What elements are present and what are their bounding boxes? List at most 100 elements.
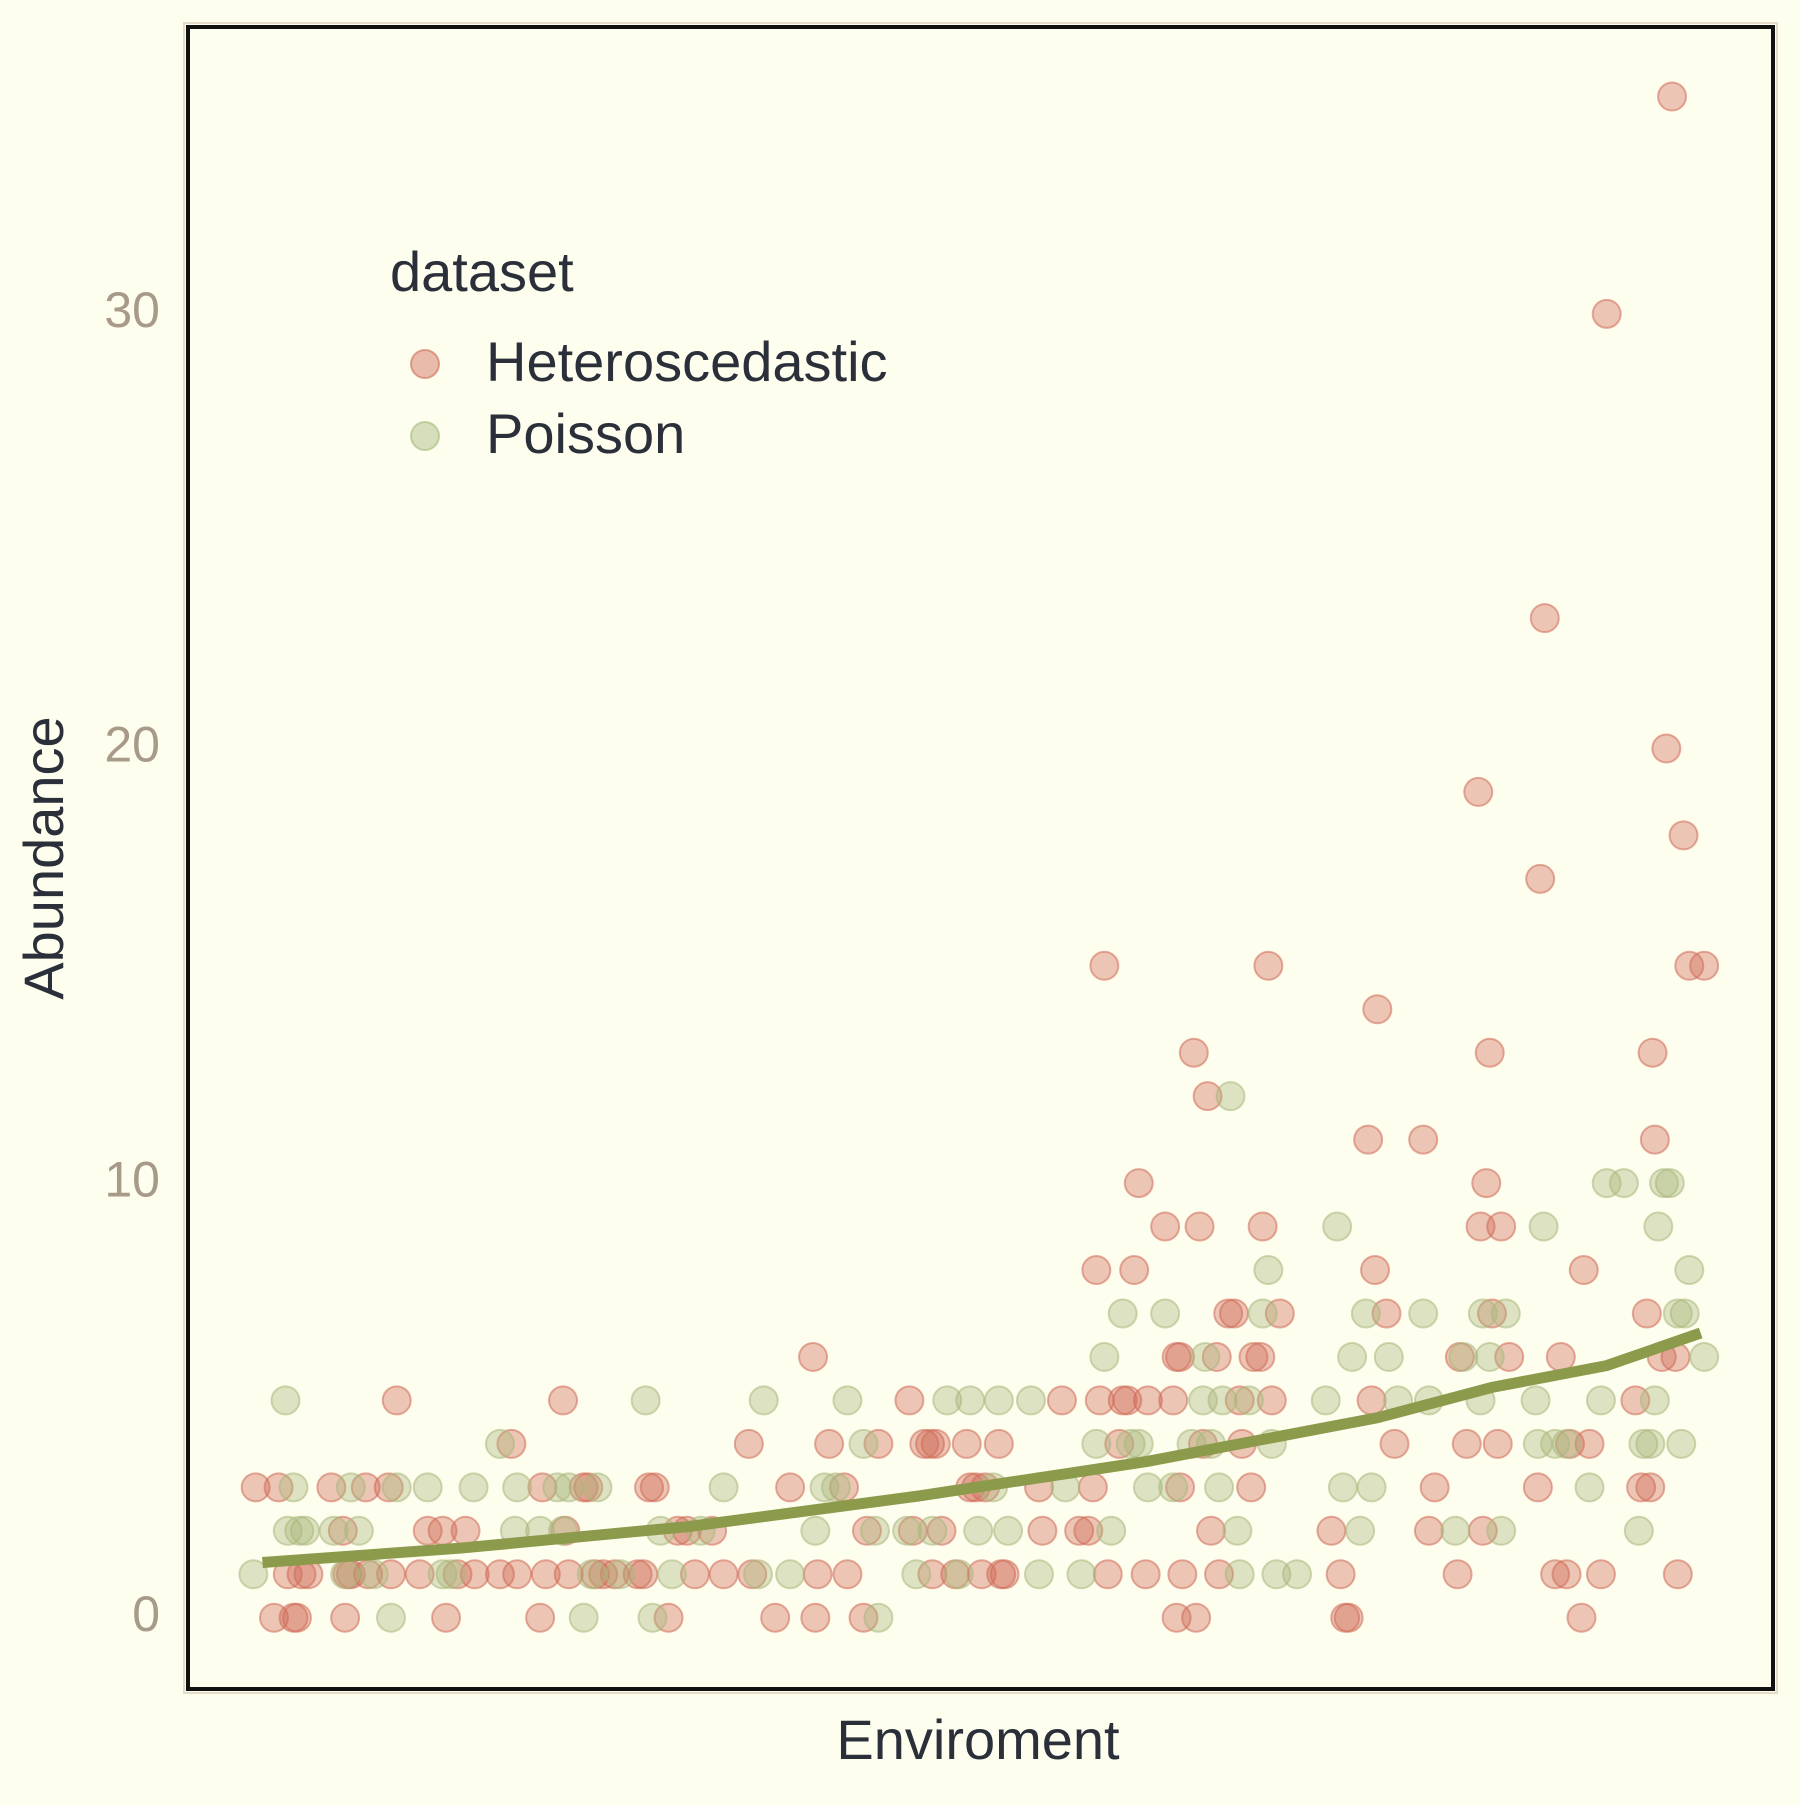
point [435, 1559, 466, 1590]
point [1167, 1559, 1198, 1590]
point [1662, 1298, 1693, 1329]
point [1236, 1472, 1267, 1503]
point [270, 1385, 301, 1416]
point [1585, 1385, 1616, 1416]
point [502, 1472, 533, 1503]
point [932, 1385, 963, 1416]
point [404, 1559, 435, 1590]
point [278, 1472, 309, 1503]
point [381, 1472, 412, 1503]
point [1637, 1037, 1668, 1068]
x-axis-title: Enviroment [836, 1708, 1120, 1771]
point [1574, 1472, 1605, 1503]
point [427, 1559, 458, 1590]
point [760, 1602, 791, 1633]
point [1261, 1559, 1292, 1590]
point [542, 1472, 573, 1503]
point [1264, 1298, 1295, 1329]
point [943, 1559, 974, 1590]
point [1657, 81, 1688, 112]
point [1353, 1124, 1384, 1155]
point [894, 1385, 925, 1416]
point [458, 1472, 489, 1503]
point [802, 1559, 833, 1590]
point [1027, 1515, 1058, 1546]
point [1360, 1255, 1391, 1286]
point [1081, 1428, 1112, 1459]
point [1540, 1428, 1571, 1459]
point [809, 1472, 840, 1503]
point [743, 1559, 774, 1590]
point [820, 1472, 851, 1503]
point [1486, 1515, 1517, 1546]
point [1520, 1385, 1551, 1416]
point [1158, 1472, 1189, 1503]
point [1442, 1559, 1473, 1590]
point [358, 1559, 389, 1590]
point [1333, 1602, 1364, 1633]
point [1566, 1602, 1597, 1633]
point [1178, 1037, 1209, 1068]
point [983, 1428, 1014, 1459]
point [1651, 733, 1682, 764]
point [775, 1559, 806, 1590]
point [1591, 1168, 1622, 1199]
point [1635, 1472, 1666, 1503]
point [281, 1602, 312, 1633]
point [1482, 1428, 1513, 1459]
point [568, 1602, 599, 1633]
point [1551, 1428, 1582, 1459]
point [1123, 1168, 1154, 1199]
legend-label: Poisson [486, 402, 685, 465]
point [496, 1428, 527, 1459]
point [1023, 1559, 1054, 1590]
legend-marker [410, 349, 440, 379]
point [327, 1515, 358, 1546]
point [1253, 1255, 1284, 1286]
point [1204, 1472, 1235, 1503]
point [1689, 1341, 1720, 1372]
point [1465, 1211, 1496, 1242]
point [1356, 1385, 1387, 1416]
point [343, 1515, 374, 1546]
point [798, 1341, 829, 1372]
point [832, 1559, 863, 1590]
y-tick-label: 0 [132, 1586, 160, 1642]
point [375, 1602, 406, 1633]
point [238, 1559, 269, 1590]
point [1345, 1515, 1376, 1546]
point [381, 1385, 412, 1416]
point [1668, 820, 1699, 851]
point [653, 1602, 684, 1633]
point [502, 1559, 533, 1590]
point [1674, 1255, 1705, 1286]
point [1132, 1472, 1163, 1503]
point [1551, 1559, 1582, 1590]
point [582, 1472, 613, 1503]
point [1451, 1428, 1482, 1459]
point [1608, 1168, 1639, 1199]
point [1132, 1385, 1163, 1416]
point [748, 1385, 779, 1416]
point [1440, 1515, 1471, 1546]
point [993, 1515, 1024, 1546]
point [1316, 1515, 1347, 1546]
point [289, 1515, 320, 1546]
point [1204, 1559, 1235, 1590]
point [272, 1515, 303, 1546]
point [1207, 1385, 1238, 1416]
point [1282, 1559, 1313, 1590]
y-tick-label: 30 [104, 282, 160, 338]
point [1628, 1428, 1659, 1459]
point [588, 1559, 619, 1590]
point [1092, 1559, 1123, 1590]
point [1238, 1341, 1269, 1372]
point [330, 1602, 361, 1633]
point [576, 1559, 607, 1590]
point [800, 1602, 831, 1633]
point [1325, 1559, 1356, 1590]
point [1529, 603, 1560, 634]
point [548, 1385, 579, 1416]
point [963, 1515, 994, 1546]
